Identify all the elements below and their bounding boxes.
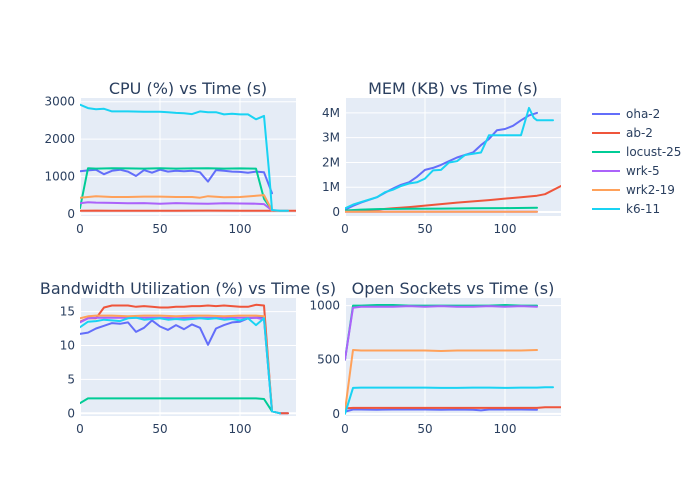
subplot-title: CPU (%) vs Time (s)	[109, 79, 267, 98]
legend-item-wrk-5[interactable]: wrk-5	[592, 164, 660, 178]
series-line-k6-11[interactable]	[345, 106, 554, 210]
x-tick-label: 100	[494, 422, 517, 436]
x-tick-label: 0	[341, 422, 349, 436]
series-line-ab-2[interactable]	[345, 406, 561, 410]
x-tick-label: 0	[76, 222, 84, 236]
subplot-3: 0 50 100 0 5 10 15 Bandwidth Utilization (%) vs…	[40, 279, 336, 436]
legend-item-k6-11[interactable]: k6-11	[592, 202, 660, 216]
series-line-locust-25[interactable]	[80, 167, 273, 211]
x-tick-label: 100	[229, 222, 252, 236]
series-line-wrk-5[interactable]	[80, 201, 273, 212]
legend-item-ab-2[interactable]: ab-2	[592, 126, 653, 140]
x-tick-label: 50	[152, 222, 167, 236]
legend-label: wrk2-19	[626, 183, 675, 197]
legend-label: ab-2	[626, 126, 653, 140]
x-tick-label: 50	[417, 222, 432, 236]
series-group	[80, 303, 289, 415]
legend-label: locust-25	[626, 145, 681, 159]
series-line-oha-2[interactable]	[80, 168, 273, 195]
series-group	[345, 304, 561, 415]
y-tick-label: 2000	[44, 132, 75, 146]
legend-label: k6-11	[626, 202, 660, 216]
series-line-wrk2-19[interactable]	[80, 194, 273, 212]
subplot-2: 0 50 100 0 1M 2M 3M 4M MEM (KB) vs Time (s)	[322, 79, 561, 236]
series-line-wrk2-19[interactable]	[345, 349, 538, 412]
y-tick-label: 500	[317, 353, 340, 367]
x-tick-label: 50	[417, 422, 432, 436]
x-tick-label: 100	[229, 422, 252, 436]
subplot-title: MEM (KB) vs Time (s)	[368, 79, 538, 98]
subplot-title: Open Sockets vs Time (s)	[352, 279, 555, 298]
series-line-wrk-5[interactable]	[345, 305, 538, 361]
series-line-locust-25[interactable]	[345, 206, 538, 212]
x-tick-label: 100	[494, 222, 517, 236]
plot-area[interactable]	[345, 298, 561, 416]
series-line-k6-11[interactable]	[80, 316, 281, 415]
legend-label: oha-2	[626, 107, 660, 121]
series-group	[345, 106, 561, 213]
y-tick-label: 2M	[322, 155, 340, 169]
series-group	[80, 103, 296, 212]
legend-item-wrk2-19[interactable]: wrk2-19	[592, 183, 675, 197]
series-line-locust-25[interactable]	[80, 397, 273, 413]
y-tick-label: 5	[67, 372, 75, 386]
y-tick-label: 3000	[44, 95, 75, 109]
x-tick-label: 50	[152, 422, 167, 436]
y-tick-label: 0	[332, 205, 340, 219]
legend-item-oha-2[interactable]: oha-2	[592, 107, 660, 121]
y-tick-label: 1000	[44, 169, 75, 183]
series-line-ab-2[interactable]	[80, 303, 289, 415]
x-tick-label: 0	[341, 222, 349, 236]
y-tick-label: 0	[67, 406, 75, 420]
y-tick-label: 0	[332, 407, 340, 421]
subplot-title: Bandwidth Utilization (%) vs Time (s)	[40, 279, 336, 298]
y-tick-label: 10	[60, 338, 75, 352]
legend-label: wrk-5	[626, 164, 660, 178]
series-line-oha-2[interactable]	[345, 408, 538, 413]
y-tick-label: 0	[67, 207, 75, 221]
y-tick-label: 15	[60, 305, 75, 319]
y-tick-label: 1000	[309, 299, 340, 313]
series-line-wrk2-19[interactable]	[80, 314, 273, 411]
x-tick-label: 0	[76, 422, 84, 436]
series-line-k6-11[interactable]	[80, 103, 289, 212]
y-tick-label: 4M	[322, 106, 340, 120]
legend-item-locust-25[interactable]: locust-25	[592, 145, 681, 159]
legend[interactable]: oha-2 ab-2 locust-25 wrk-5 wrk2-19 k6-11	[592, 107, 681, 216]
y-tick-label: 1M	[322, 180, 340, 194]
y-tick-label: 3M	[322, 131, 340, 145]
series-line-k6-11[interactable]	[345, 386, 554, 415]
